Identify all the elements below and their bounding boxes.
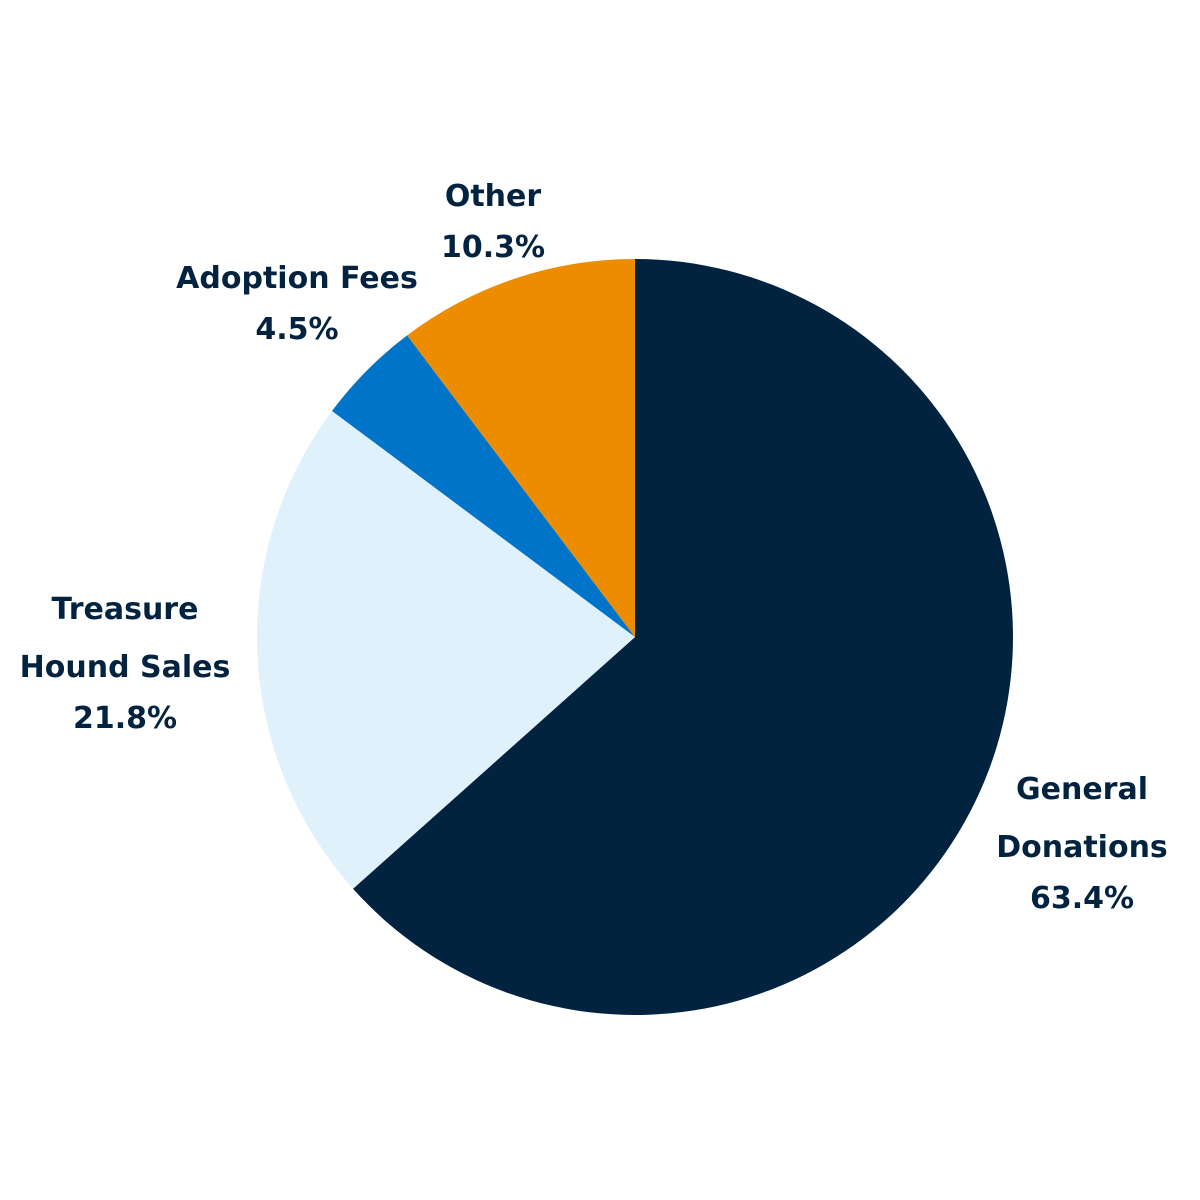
category-label: Other [444, 179, 542, 214]
slice-label: Treasure Hound Sales 21.8% [20, 581, 231, 741]
slice-label: Other 10.3% [441, 168, 545, 270]
value-label: 63.4% [1029, 881, 1135, 916]
pie-slice [353, 259, 1013, 1016]
value-label: 4.5% [255, 312, 339, 347]
value-label: 10.3% [440, 230, 546, 265]
value-label: 21.8% [72, 701, 178, 736]
category-label: Treasure Hound Sales [19, 592, 231, 685]
category-label: Adoption Fees [176, 261, 418, 296]
slice-label: Adoption Fees 4.5% [176, 250, 418, 352]
pie-slice [407, 259, 635, 637]
category-label: General Donations [996, 772, 1168, 865]
slice-label: General Donations 63.4% [996, 761, 1168, 921]
pie-slice [257, 410, 635, 889]
pie-slice [332, 335, 635, 637]
